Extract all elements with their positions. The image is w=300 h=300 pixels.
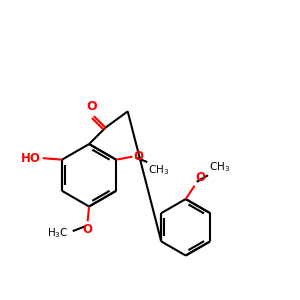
Text: CH$_3$: CH$_3$ bbox=[209, 160, 231, 174]
Text: O: O bbox=[133, 150, 143, 163]
Text: O: O bbox=[196, 171, 206, 184]
Text: HO: HO bbox=[21, 152, 41, 165]
Text: CH$_3$: CH$_3$ bbox=[148, 163, 169, 177]
Text: O: O bbox=[82, 223, 93, 236]
Text: H$_3$C: H$_3$C bbox=[47, 226, 69, 239]
Text: O: O bbox=[86, 100, 97, 112]
